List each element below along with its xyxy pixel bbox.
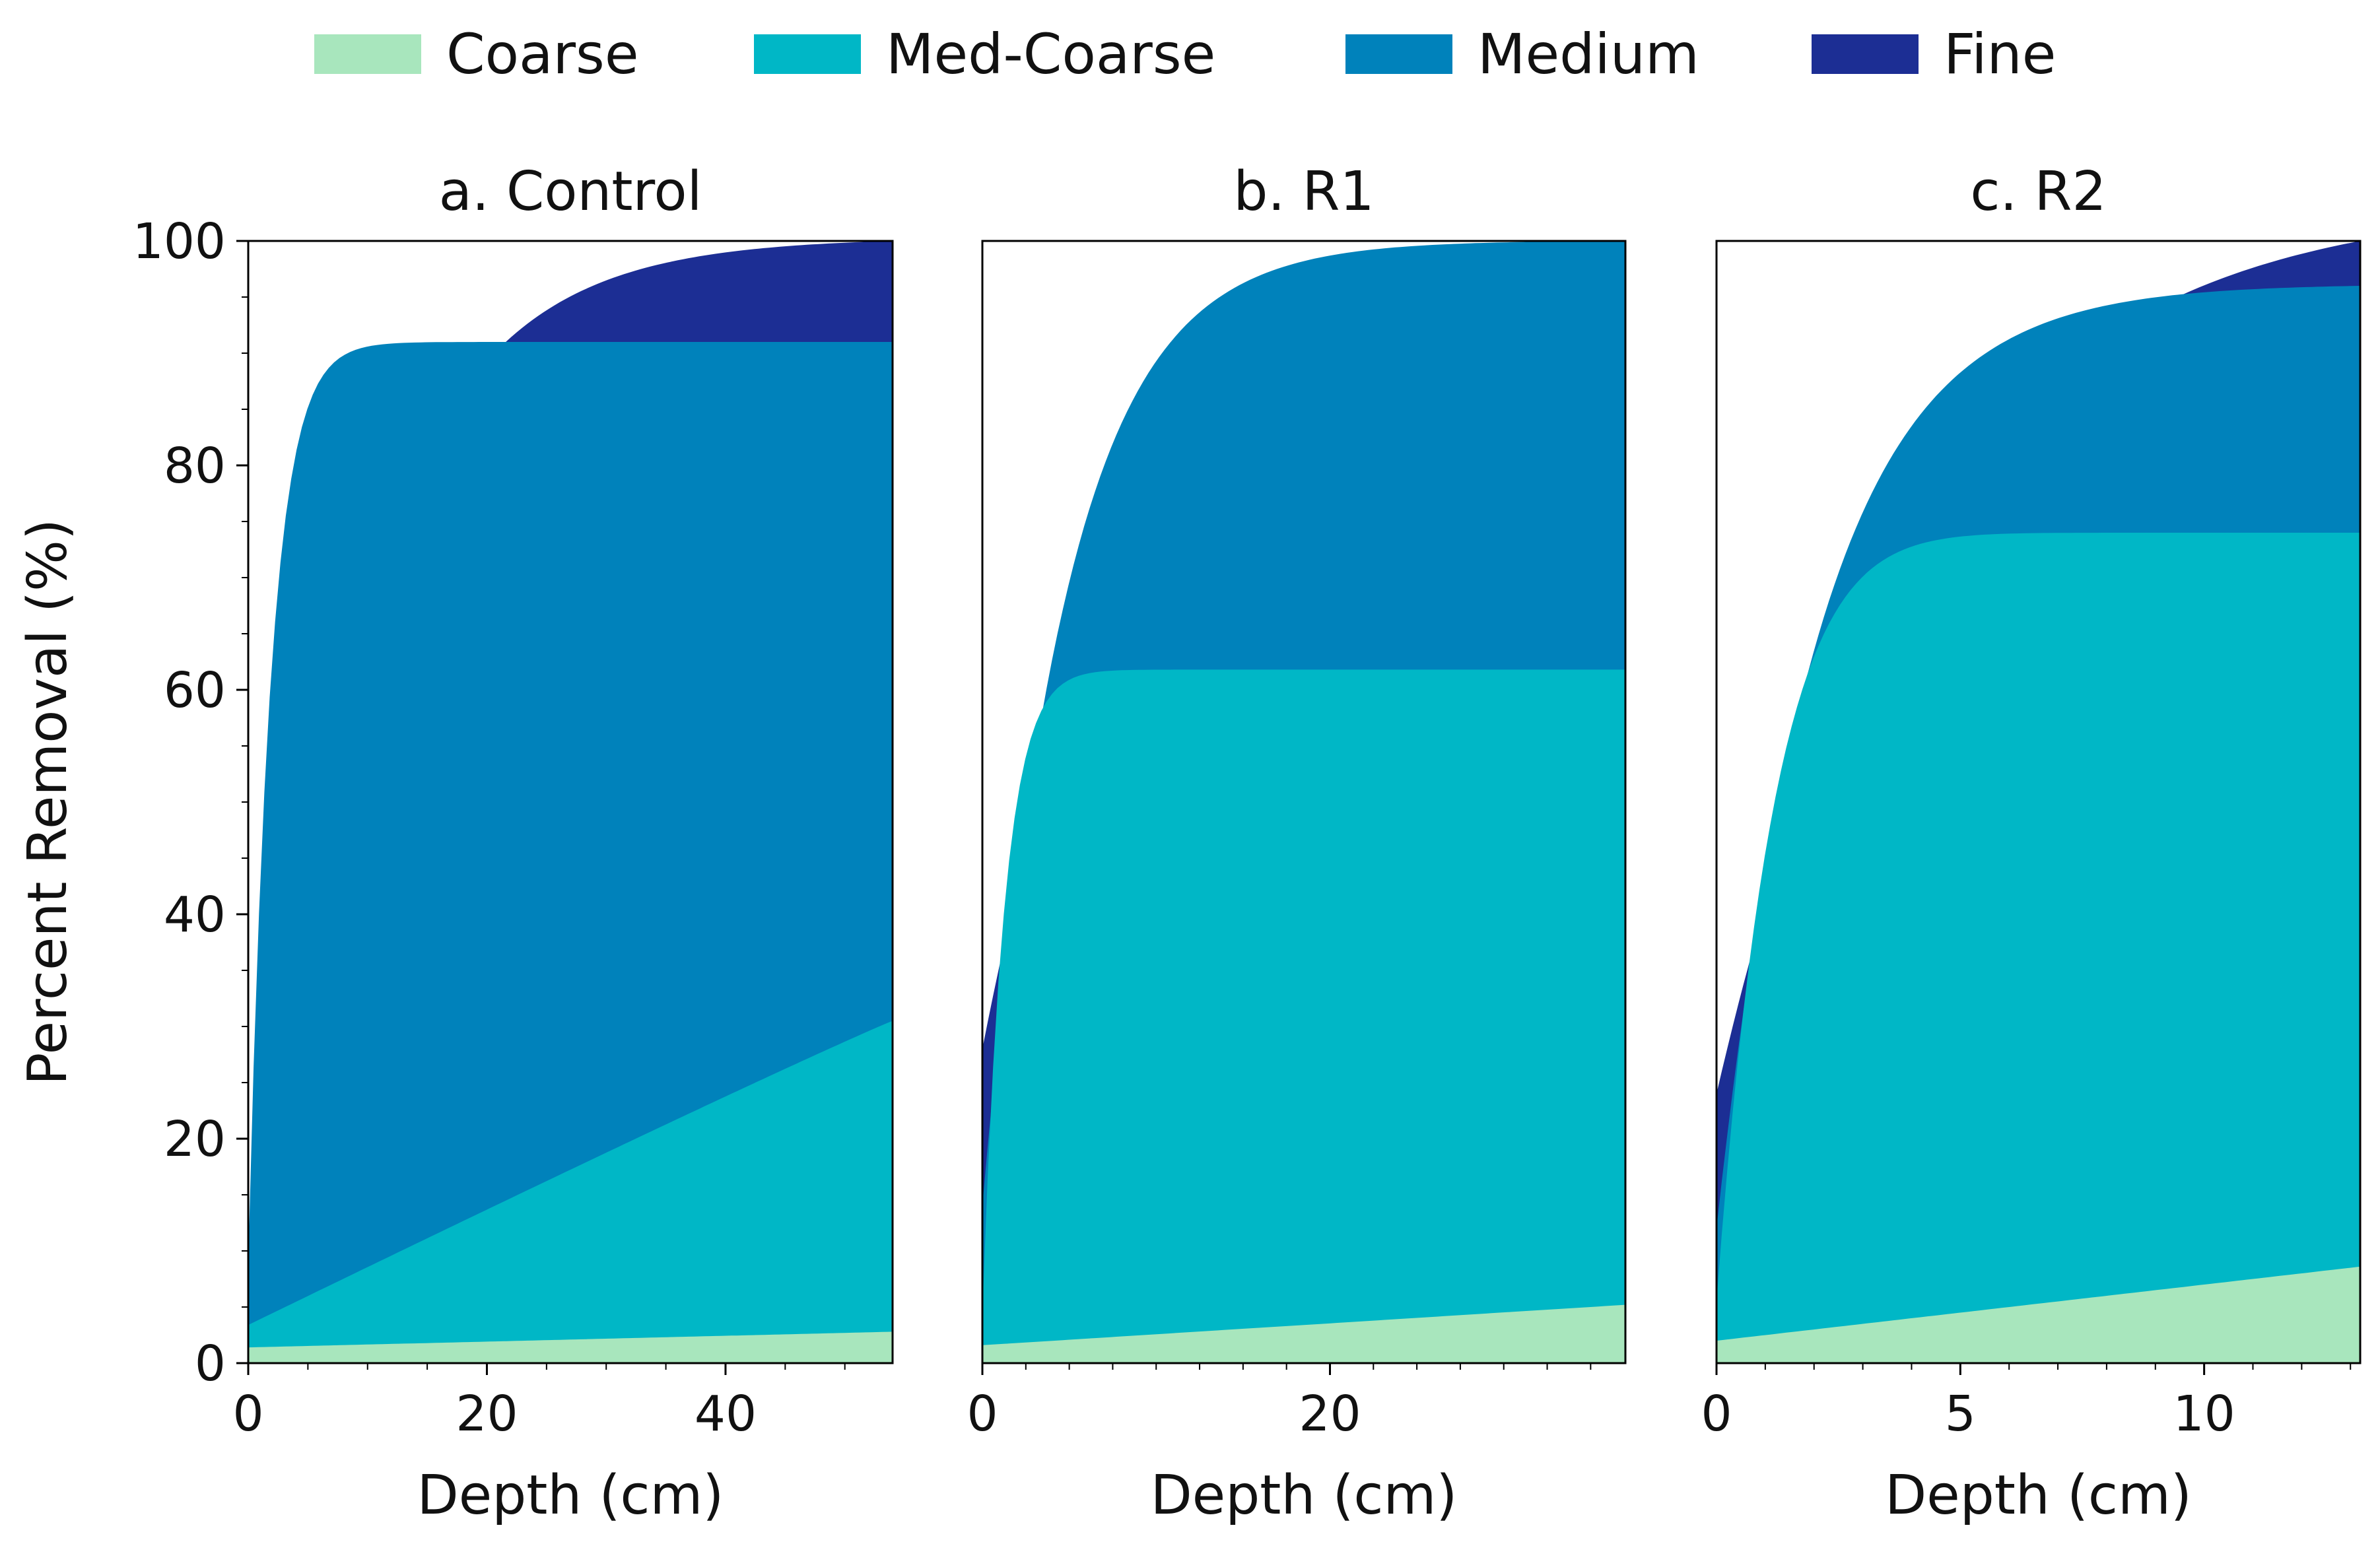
y-tick-label: 100 (133, 213, 226, 270)
plot-frame-panel-2 (981, 240, 1627, 1364)
panel-3: c. R2 0 5 10 Depth (cm) (1701, 160, 2362, 1527)
y-axis-title: Percent Removal (%) (17, 519, 79, 1085)
x-tick-label: 0 (232, 1386, 263, 1442)
area-coarse-panel-3 (1717, 1266, 2360, 1363)
legend-item-medium: Medium (1345, 26, 1699, 82)
area-coarse-panel-1 (248, 1331, 893, 1363)
area-coarse-panel-2 (982, 1304, 1625, 1363)
x-tick-label: 20 (1299, 1386, 1361, 1442)
legend-swatch-med-coarse (754, 34, 861, 74)
legend: Coarse Med-Coarse Medium Fine (0, 0, 2380, 112)
legend-label-medium: Medium (1478, 22, 1699, 86)
x-tick-label: 40 (695, 1386, 757, 1442)
x-tick-label: 10 (2173, 1386, 2235, 1442)
y-tick-label: 60 (164, 662, 226, 719)
y-tick-label: 80 (164, 438, 226, 494)
legend-swatch-medium (1345, 34, 1452, 74)
panel-2: b. R1 0 20 Depth (cm) (967, 160, 1627, 1527)
legend-label-coarse: Coarse (446, 22, 639, 86)
panel-title-3: c. R2 (1970, 160, 2106, 223)
x-axis-title-panel-1: Depth (cm) (417, 1464, 724, 1527)
y-tick-label: 40 (164, 887, 226, 943)
panel-title-1: a. Control (439, 160, 702, 223)
legend-swatch-fine (1812, 34, 1919, 74)
legend-swatch-coarse (314, 34, 421, 74)
x-axis-title-panel-3: Depth (cm) (1885, 1464, 2192, 1527)
legend-label-fine: Fine (1944, 22, 2057, 86)
x-tick-label: 5 (1945, 1386, 1976, 1442)
legend-label-med-coarse: Med-Coarse (886, 22, 1216, 86)
panel-1: a. Control 0 20 40 Depth (cm) 0 20 40 60 80 100 Per… (17, 160, 894, 1527)
y-tick-label: 20 (164, 1111, 226, 1168)
legend-item-med-coarse: Med-Coarse (754, 26, 1215, 82)
x-axis-title-panel-2: Depth (cm) (1151, 1464, 1458, 1527)
x-tick-label: 0 (967, 1386, 998, 1442)
area-med-coarse-panel-3 (1717, 533, 2360, 1363)
area-med-coarse-panel-1 (248, 1021, 893, 1363)
x-tick-label: 0 (1701, 1386, 1732, 1442)
x-tick-label: 20 (456, 1386, 518, 1442)
y-tick-label: 0 (195, 1335, 226, 1392)
area-med-coarse-panel-2 (982, 669, 1625, 1363)
plot-frame-panel-3 (1715, 240, 2362, 1364)
legend-item-coarse: Coarse (314, 26, 639, 82)
legend-item-fine: Fine (1812, 26, 2056, 82)
panel-title-2: b. R1 (1233, 160, 1374, 223)
